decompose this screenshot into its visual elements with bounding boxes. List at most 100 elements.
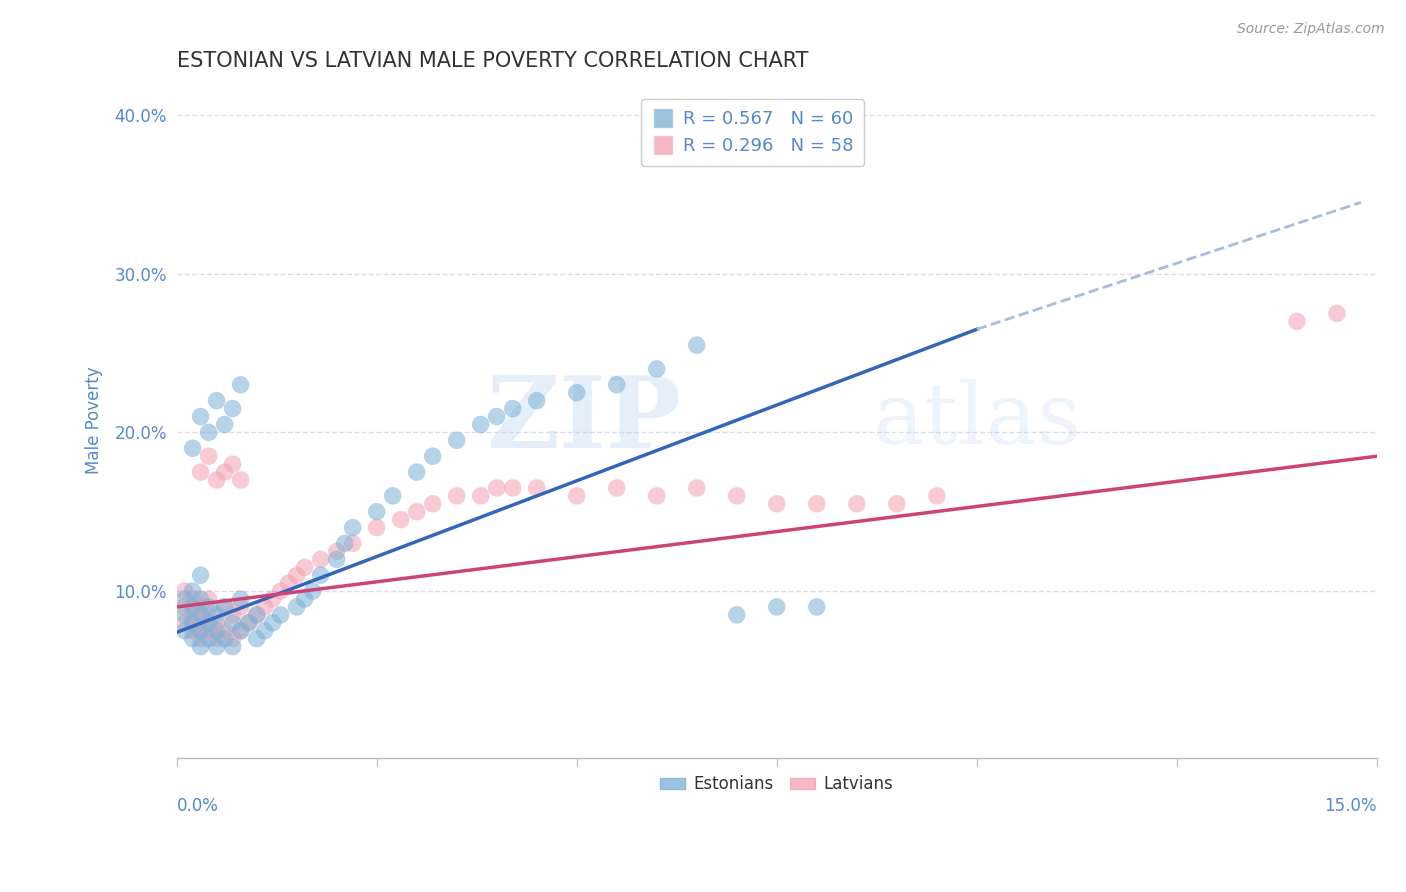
Point (645, 362, 668, 376)
Point (181, 607, 204, 622)
Point (229, 377, 252, 392)
Point (285, 568, 308, 582)
Point (190, 615, 212, 630)
Point (229, 599, 252, 614)
Point (246, 607, 269, 622)
Point (253, 624, 276, 638)
Point (181, 632, 204, 646)
Point (173, 615, 195, 630)
Point (190, 592, 212, 607)
Point (485, 481, 508, 495)
Point (221, 401, 243, 416)
Point (190, 607, 212, 622)
Point (806, 599, 828, 614)
Point (181, 599, 204, 614)
Point (325, 552, 347, 566)
Point (229, 473, 252, 487)
Point (229, 624, 252, 638)
Point (214, 632, 236, 646)
Point (190, 568, 212, 582)
Point (214, 417, 236, 432)
Legend: Estonians, Latvians: Estonians, Latvians (654, 769, 900, 800)
Point (301, 584, 323, 599)
Text: ESTONIAN VS LATVIAN MALE POVERTY CORRELATION CHART: ESTONIAN VS LATVIAN MALE POVERTY CORRELA… (177, 51, 808, 70)
Point (925, 489, 948, 503)
Point (565, 385, 588, 400)
Point (485, 409, 508, 424)
Point (502, 481, 524, 495)
Point (1285, 314, 1308, 328)
Point (262, 592, 284, 607)
Point (229, 624, 252, 638)
Point (190, 632, 212, 646)
Point (214, 465, 236, 479)
Point (221, 457, 243, 471)
Point (221, 607, 243, 622)
Point (205, 607, 228, 622)
Point (173, 584, 195, 599)
Point (205, 632, 228, 646)
Point (285, 599, 308, 614)
Text: 0.0%: 0.0% (177, 797, 218, 814)
Point (229, 592, 252, 607)
Point (197, 599, 219, 614)
Point (422, 449, 444, 463)
Point (190, 640, 212, 654)
Point (565, 489, 588, 503)
Point (173, 599, 195, 614)
Point (422, 497, 444, 511)
Point (405, 465, 427, 479)
Point (381, 489, 404, 503)
Point (725, 489, 748, 503)
Text: ZIP: ZIP (486, 372, 681, 469)
Point (190, 599, 212, 614)
Point (181, 442, 204, 456)
Point (205, 615, 228, 630)
Point (181, 584, 204, 599)
Point (686, 338, 709, 352)
Point (309, 568, 332, 582)
Point (205, 473, 228, 487)
Point (246, 607, 269, 622)
Point (221, 640, 243, 654)
Point (686, 481, 709, 495)
Point (765, 497, 787, 511)
Point (246, 632, 269, 646)
Point (190, 465, 212, 479)
Point (765, 599, 787, 614)
Point (181, 624, 204, 638)
Point (181, 615, 204, 630)
Point (725, 607, 748, 622)
Point (173, 607, 195, 622)
Point (214, 599, 236, 614)
Point (806, 497, 828, 511)
Y-axis label: Male Poverty: Male Poverty (86, 367, 103, 475)
Point (205, 624, 228, 638)
Point (845, 497, 868, 511)
Point (526, 393, 548, 408)
Point (1326, 306, 1348, 320)
Point (446, 489, 468, 503)
Text: atlas: atlas (873, 379, 1083, 462)
Point (197, 449, 219, 463)
Point (389, 513, 412, 527)
Point (270, 607, 292, 622)
Point (405, 505, 427, 519)
Point (502, 401, 524, 416)
Point (214, 599, 236, 614)
Point (470, 489, 492, 503)
Point (214, 624, 236, 638)
Point (294, 592, 316, 607)
Point (173, 624, 195, 638)
Point (205, 640, 228, 654)
Point (205, 393, 228, 408)
Point (526, 481, 548, 495)
Point (342, 536, 364, 550)
Point (190, 624, 212, 638)
Point (221, 632, 243, 646)
Point (277, 576, 299, 591)
Point (645, 489, 668, 503)
Point (606, 481, 628, 495)
Point (181, 592, 204, 607)
Point (366, 505, 388, 519)
